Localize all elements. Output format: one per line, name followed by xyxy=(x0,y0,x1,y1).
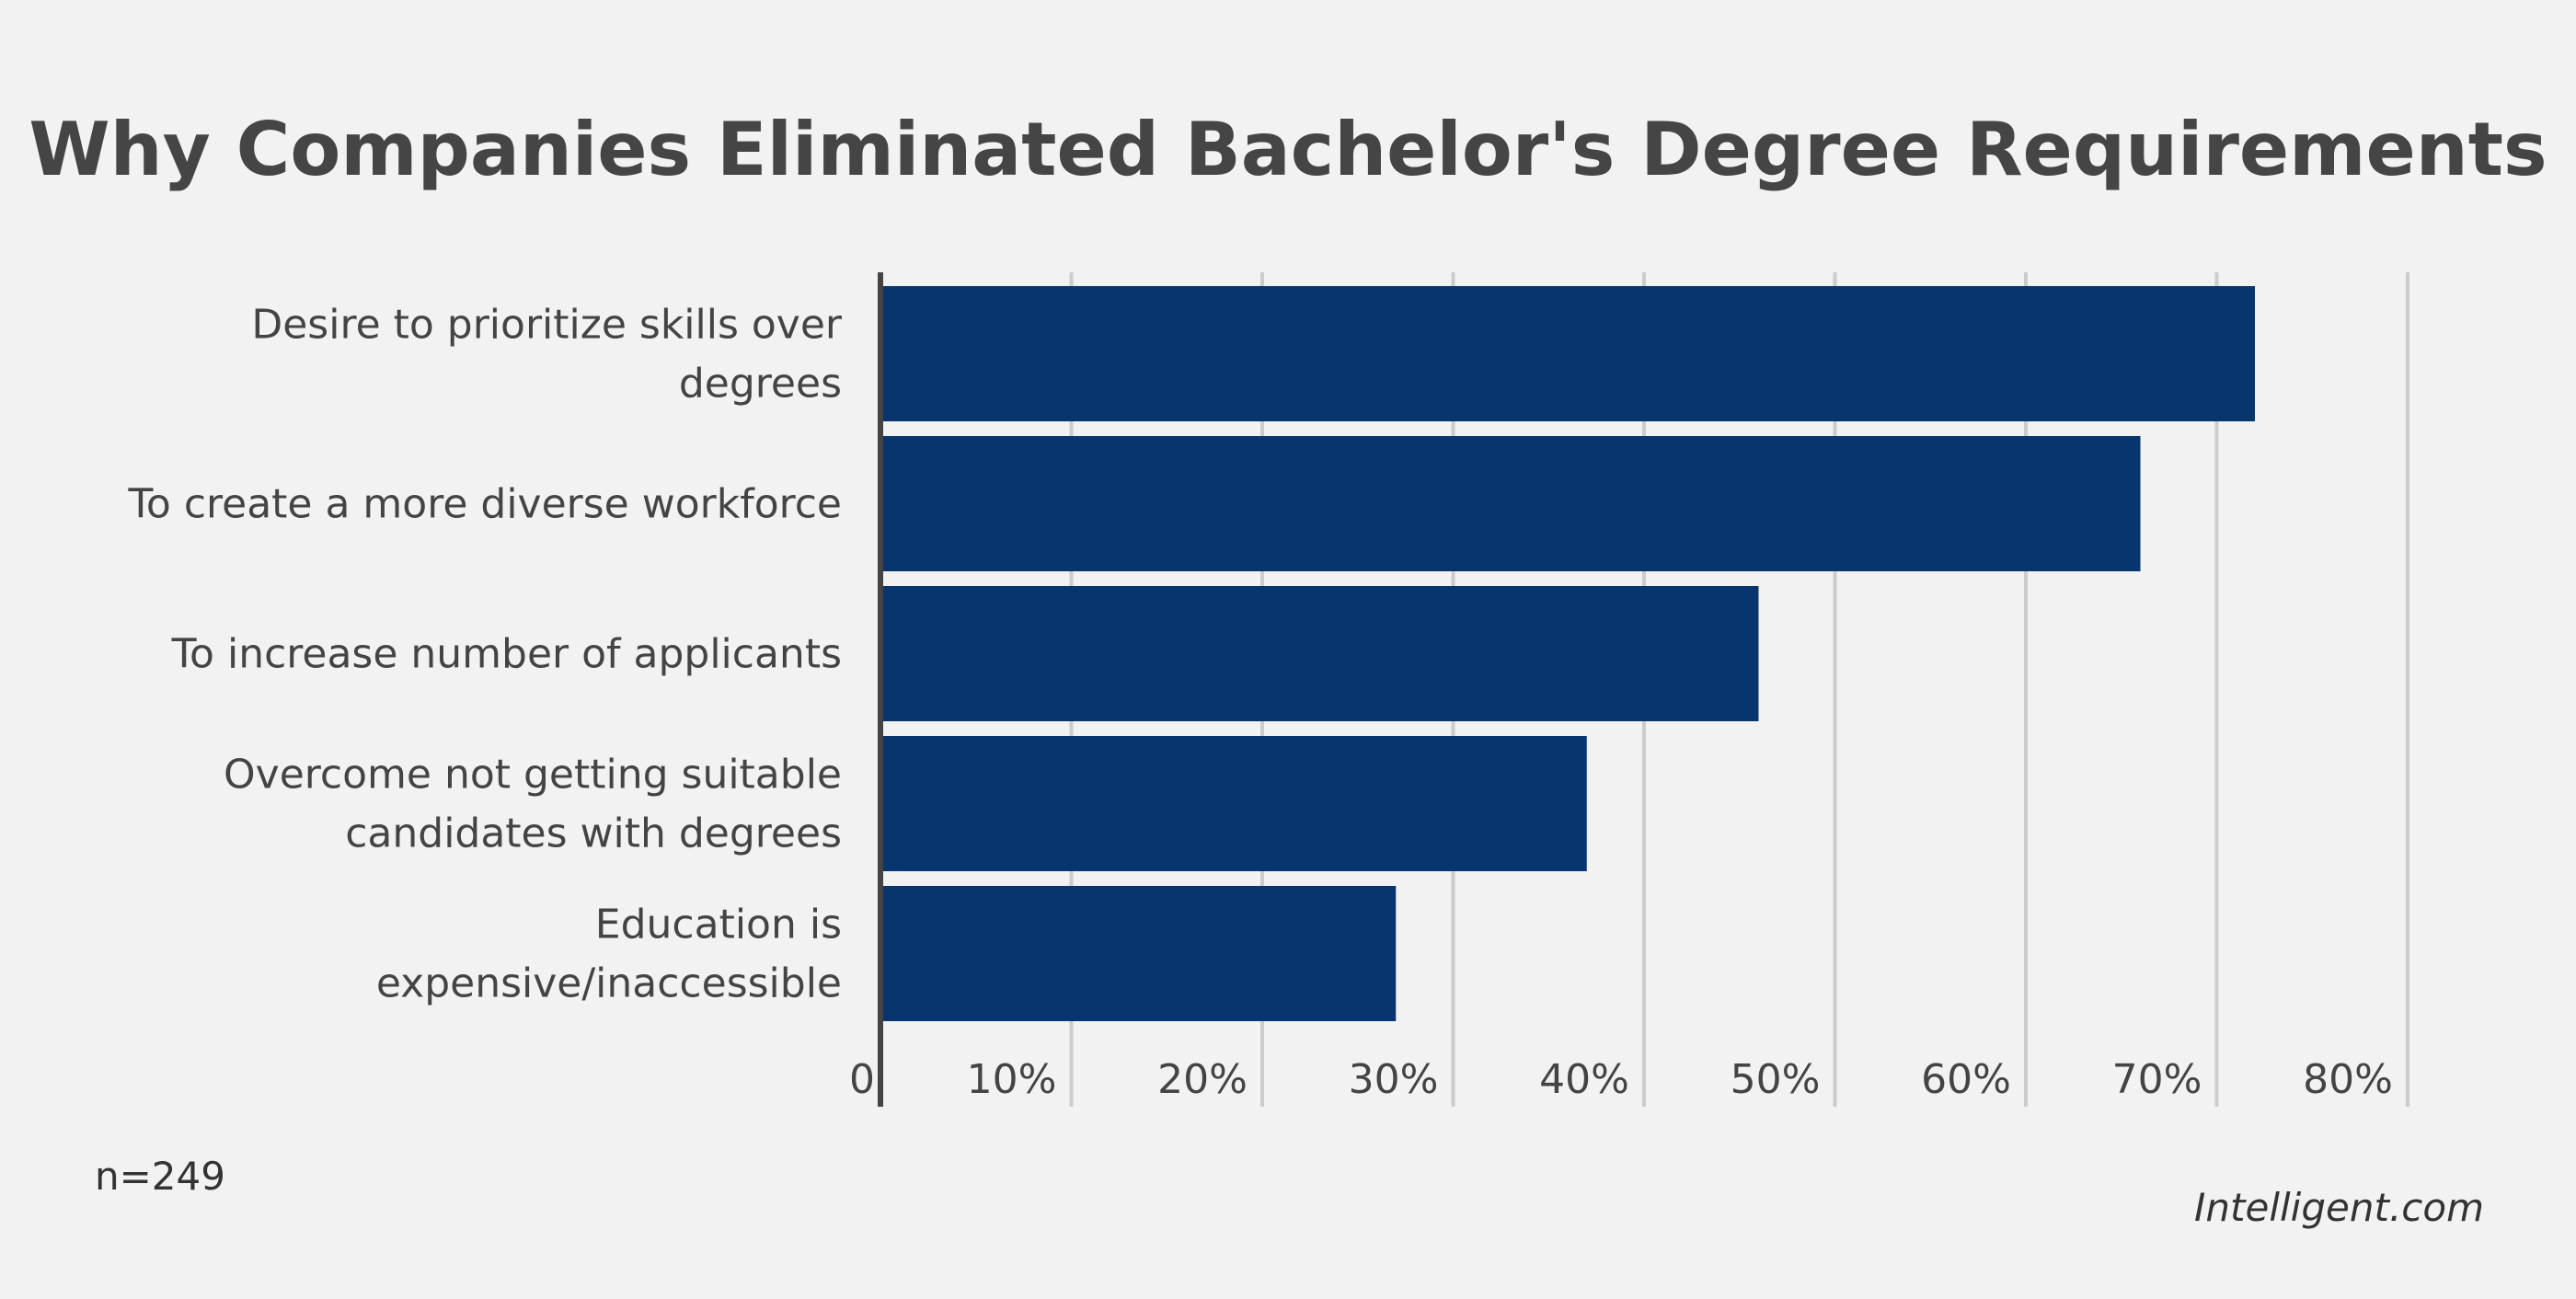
bar xyxy=(880,436,2141,571)
sample-size-note: n=249 xyxy=(95,1154,225,1199)
bar xyxy=(880,286,2255,421)
chart-title: Why Companies Eliminated Bachelor's Degr… xyxy=(29,107,2547,192)
category-labels: Desire to prioritize skills over degrees T… xyxy=(128,302,843,1007)
category-label-line: degrees xyxy=(679,361,842,408)
category-label-line: To increase number of applicants xyxy=(171,631,842,678)
x-tick-label: 40% xyxy=(1539,1056,1629,1103)
category-label-line: Education is xyxy=(595,902,842,948)
x-tick-label: 50% xyxy=(1731,1056,1821,1103)
category-label-line: To create a more diverse workforce xyxy=(128,481,842,528)
x-tick-label: 0 xyxy=(849,1056,875,1103)
x-tick-label: 30% xyxy=(1349,1056,1439,1103)
category-label: To create a more diverse workforce xyxy=(128,481,842,528)
category-label: Education is expensive/inaccessible xyxy=(376,902,842,1007)
bars xyxy=(880,286,2255,1021)
x-tick-label: 80% xyxy=(2303,1056,2393,1103)
x-tick-label: 70% xyxy=(2112,1056,2202,1103)
category-label-line: expensive/inaccessible xyxy=(376,960,842,1007)
category-label-line: Desire to prioritize skills over xyxy=(251,302,843,349)
category-label-line: Overcome not getting suitable xyxy=(224,752,842,799)
x-tick-label: 10% xyxy=(967,1056,1057,1103)
x-tick-label: 20% xyxy=(1157,1056,1248,1103)
category-label: Desire to prioritize skills over degrees xyxy=(251,302,843,408)
source-credit: Intelligent.com xyxy=(2194,1185,2484,1230)
category-label: To increase number of applicants xyxy=(171,631,842,678)
bar xyxy=(880,736,1587,871)
x-tick-label: 60% xyxy=(1921,1056,2011,1103)
category-label: Overcome not getting suitable candidates … xyxy=(224,752,842,857)
bar xyxy=(880,886,1397,1021)
x-tick-labels: 0 10% 20% 30% 40% 50% 60% 70% 80% xyxy=(849,1056,2393,1103)
category-label-line: candidates with degrees xyxy=(345,810,842,857)
bar xyxy=(880,586,1759,721)
